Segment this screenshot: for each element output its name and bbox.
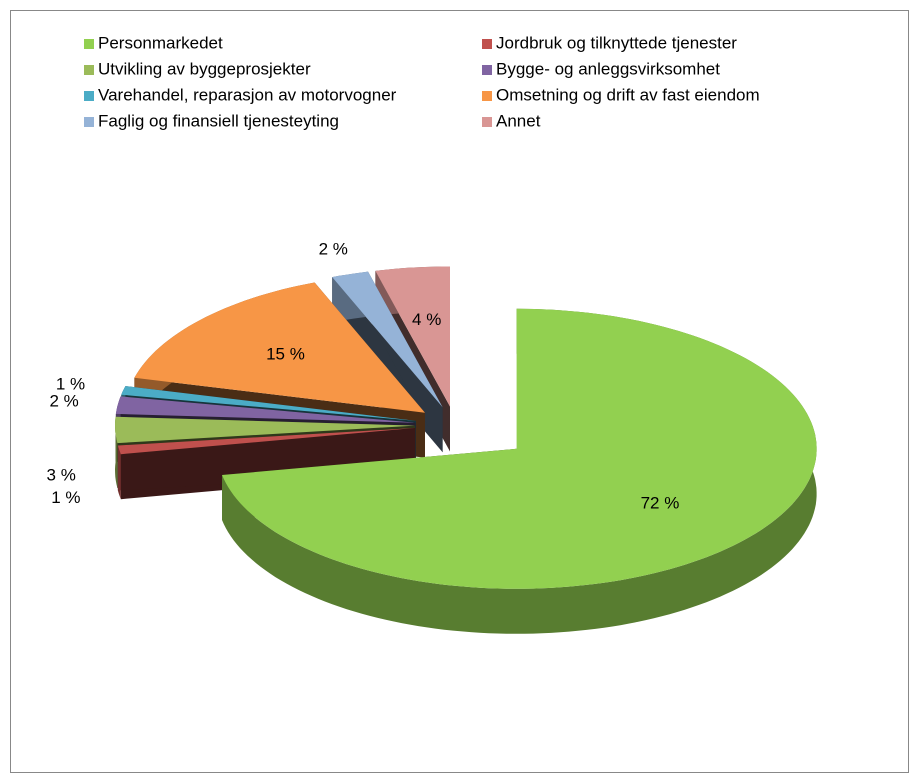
- slice: [222, 308, 817, 589]
- data-label: 72 %: [641, 494, 680, 513]
- data-label: 1 %: [51, 488, 80, 507]
- data-label: 15 %: [266, 345, 305, 364]
- legend-swatch: [84, 39, 94, 49]
- legend-label: Personmarkedet: [98, 33, 223, 52]
- slice: [117, 427, 416, 455]
- legend-swatch: [482, 39, 492, 49]
- legend-label: Omsetning og drift av fast eiendom: [496, 85, 760, 104]
- slice-wall: [117, 445, 121, 500]
- data-label: 2 %: [49, 391, 78, 410]
- legend-swatch: [482, 91, 492, 101]
- slice: [121, 386, 417, 421]
- legend-label: Varehandel, reparasjon av motorvogner: [98, 85, 397, 104]
- legend-swatch: [84, 65, 94, 75]
- legend-label: Utvikling av byggeprosjekter: [98, 59, 311, 78]
- data-label: 1 %: [56, 374, 85, 393]
- legend-swatch: [84, 117, 94, 127]
- legend-label: Jordbruk og tilknyttede tjenester: [496, 33, 737, 52]
- legend-swatch: [84, 91, 94, 101]
- slice: [134, 282, 425, 413]
- data-label: 2 %: [319, 240, 348, 259]
- data-label: 3 %: [47, 465, 76, 484]
- legend-swatch: [482, 117, 492, 127]
- slice: [375, 266, 450, 407]
- legend-label: Annet: [496, 111, 541, 130]
- slice-wall: [115, 416, 118, 489]
- legend-swatch: [482, 65, 492, 75]
- slice: [115, 396, 416, 423]
- legend-label: Faglig og finansiell tjenesteyting: [98, 111, 339, 130]
- data-label: 4 %: [412, 310, 441, 329]
- legend-label: Bygge- og anleggsvirksomhet: [496, 59, 720, 78]
- slice: [332, 271, 443, 408]
- slice: [115, 416, 415, 444]
